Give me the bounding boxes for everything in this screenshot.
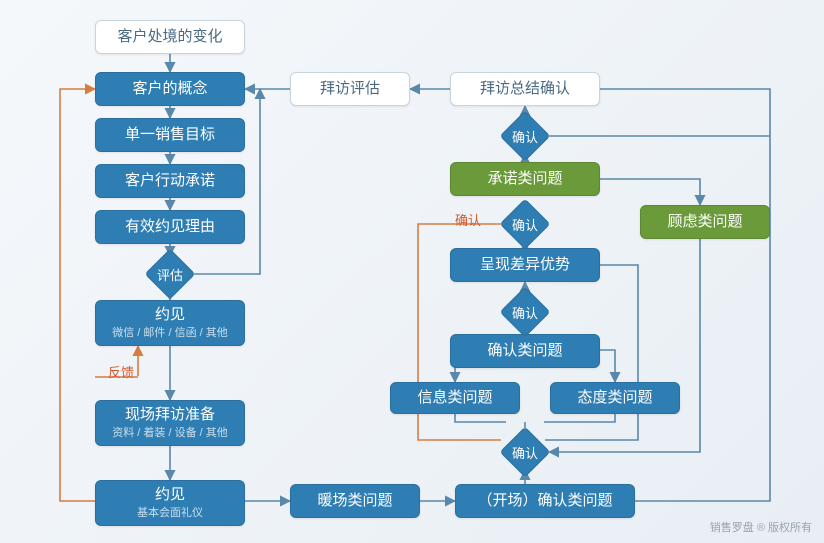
copyright-text: 销售罗盘 ® 版权所有 bbox=[710, 519, 812, 535]
node-sublabel: 微信 / 邮件 / 信函 / 其他 bbox=[112, 327, 228, 340]
node-n_action: 客户行动承诺 bbox=[95, 164, 245, 198]
diamond-label: 确认 bbox=[512, 443, 538, 462]
node-n_target: 单一销售目标 bbox=[95, 118, 245, 152]
node-label: 约见 bbox=[155, 486, 185, 504]
node-label: 呈现差异优势 bbox=[480, 256, 570, 274]
node-n_change: 客户处境的变化 bbox=[95, 20, 245, 54]
edge-label-l_confA: 确认 bbox=[455, 210, 481, 229]
node-n_concern: 顾虑类问题 bbox=[640, 205, 770, 239]
node-label: 确认类问题 bbox=[487, 342, 562, 360]
node-label: 顾虑类问题 bbox=[667, 213, 742, 231]
diamond-label: 确认 bbox=[512, 215, 538, 234]
edge-28 bbox=[60, 89, 95, 501]
node-n_appoint1: 约见微信 / 邮件 / 信函 / 其他 bbox=[95, 300, 245, 346]
edge-17 bbox=[455, 414, 506, 422]
diamond-d_eval: 评估 bbox=[146, 250, 194, 298]
node-label: （开场）确认类问题 bbox=[477, 492, 612, 510]
node-label: 客户的概念 bbox=[132, 80, 207, 98]
node-label: 约见 bbox=[155, 306, 185, 324]
node-label: 信息类问题 bbox=[417, 389, 492, 407]
node-n_warm: 暖场类问题 bbox=[290, 484, 420, 518]
node-n_reason: 有效约见理由 bbox=[95, 210, 245, 244]
node-n_attitude: 态度类问题 bbox=[550, 382, 680, 414]
node-n_diff: 呈现差异优势 bbox=[450, 248, 600, 282]
node-label: 客户行动承诺 bbox=[125, 172, 215, 190]
diamond-d_conf1: 确认 bbox=[501, 112, 549, 160]
node-sublabel: 基本会面礼仪 bbox=[137, 507, 203, 520]
node-label: 态度类问题 bbox=[577, 389, 652, 407]
node-n_confirmQ: 确认类问题 bbox=[450, 334, 600, 368]
node-label: 暖场类问题 bbox=[317, 492, 392, 510]
node-label: 承诺类问题 bbox=[487, 170, 562, 188]
diamond-d_conf2: 确认 bbox=[501, 200, 549, 248]
node-n_info: 信息类问题 bbox=[390, 382, 520, 414]
node-n_openconf: （开场）确认类问题 bbox=[455, 484, 635, 518]
node-sublabel: 资料 / 着装 / 设备 / 其他 bbox=[112, 427, 228, 440]
node-label: 有效约见理由 bbox=[125, 218, 215, 236]
edge-label-l_feedback: 反馈 bbox=[108, 362, 134, 381]
diamond-d_conf4: 确认 bbox=[501, 428, 549, 476]
edge-31 bbox=[600, 89, 770, 501]
node-label: 拜访评估 bbox=[320, 80, 380, 98]
diamond-d_conf3: 确认 bbox=[501, 288, 549, 336]
diamond-label: 确认 bbox=[512, 127, 538, 146]
node-n_commit: 承诺类问题 bbox=[450, 162, 600, 196]
node-label: 单一销售目标 bbox=[125, 126, 215, 144]
node-label: 现场拜访准备 bbox=[125, 406, 215, 424]
node-n_prep: 现场拜访准备资料 / 着装 / 设备 / 其他 bbox=[95, 400, 245, 446]
node-n_summary: 拜访总结确认 bbox=[450, 72, 600, 106]
edge-24 bbox=[600, 179, 700, 205]
node-n_concept: 客户的概念 bbox=[95, 72, 245, 106]
node-n_eval: 拜访评估 bbox=[290, 72, 410, 106]
diamond-label: 确认 bbox=[512, 303, 538, 322]
node-label: 拜访总结确认 bbox=[480, 80, 570, 98]
diamond-label: 评估 bbox=[157, 265, 183, 284]
flowchart-canvas: 销售罗盘 ® 版权所有 客户处境的变化客户的概念单一销售目标客户行动承诺有效约见… bbox=[0, 0, 824, 543]
node-label: 客户处境的变化 bbox=[117, 28, 222, 46]
node-n_appoint2: 约见基本会面礼仪 bbox=[95, 480, 245, 526]
edge-18 bbox=[544, 414, 615, 422]
